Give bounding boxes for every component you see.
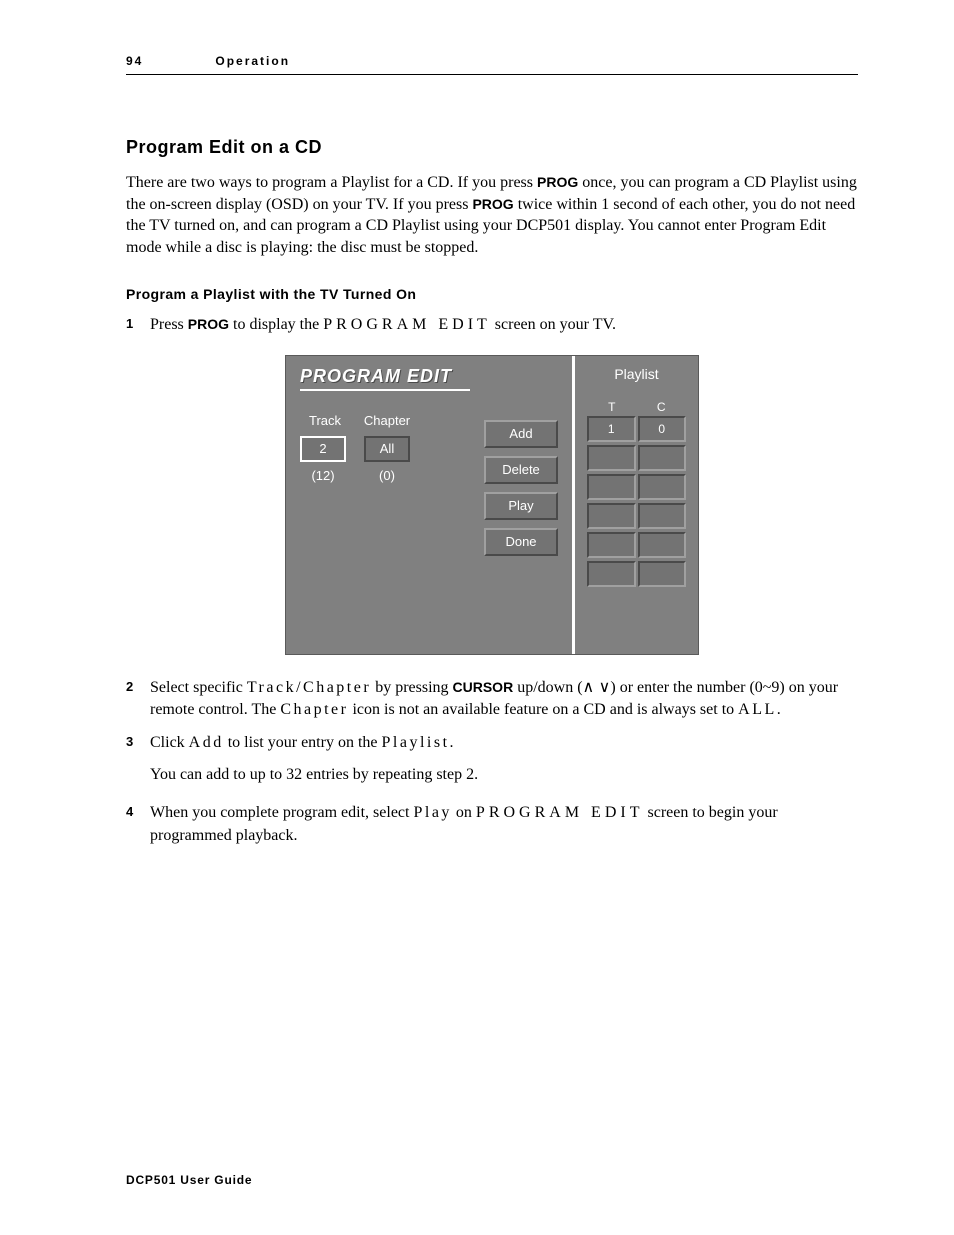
step-body: Press PROG to display the PROGRAM EDIT s… (150, 314, 858, 336)
step-4: 4 When you complete program edit, select… (126, 802, 858, 847)
track-value-field[interactable]: 2 (300, 436, 346, 462)
step-1: 1 Press PROG to display the PROGRAM EDIT… (126, 314, 858, 336)
playlist-cell-c: 0 (638, 416, 687, 442)
grid-header-t: T (587, 398, 637, 416)
chapter-term: Chapter (280, 701, 348, 718)
playlist-cell-t (587, 474, 636, 500)
manual-page: 94 Operation Program Edit on a CD There … (0, 0, 954, 1235)
playlist-row: 10 (587, 416, 686, 442)
playlist-grid-rows: 10 (587, 416, 686, 587)
osd-playlist-panel: Playlist T C 10 (572, 356, 698, 654)
osd-figure: PROGRAM EDIT Track Chapter 2 All (12) (0… (126, 355, 858, 655)
track-total: (12) (300, 468, 346, 483)
step1-pre: Press (150, 316, 188, 333)
add-button[interactable]: Add (484, 420, 558, 448)
chapter-label: Chapter (362, 413, 412, 428)
page-header: 94 Operation (126, 54, 858, 75)
prog-key-2: PROG (472, 196, 513, 212)
done-button[interactable]: Done (484, 528, 558, 556)
step4-pre: When you complete program edit, select (150, 804, 413, 821)
page-title: Program Edit on a CD (126, 137, 858, 158)
playlist-cell-c (638, 561, 687, 587)
play-label: Play (508, 498, 533, 513)
playlist-cell-c (638, 474, 687, 500)
step2-post: . (777, 701, 781, 718)
track-chapter-term: Track/Chapter (247, 679, 371, 696)
playlist-row (587, 503, 686, 529)
step-number: 2 (126, 677, 150, 722)
playlist-cell-t (587, 503, 636, 529)
delete-button[interactable]: Delete (484, 456, 558, 484)
footer: DCP501 User Guide (126, 1173, 252, 1187)
subheading: Program a Playlist with the TV Turned On (126, 286, 858, 302)
track-label: Track (300, 413, 350, 428)
playlist-cell-c (638, 532, 687, 558)
playlist-row (587, 532, 686, 558)
playlist-cell-c (638, 503, 687, 529)
playlist-row (587, 445, 686, 471)
chapter-value: All (380, 441, 394, 456)
osd-column-labels: Track Chapter (300, 413, 470, 428)
section-name: Operation (215, 54, 290, 68)
playlist-label: Playlist (587, 366, 686, 382)
play-button[interactable]: Play (484, 492, 558, 520)
playlist-cell-t (587, 445, 636, 471)
osd-left-panel: PROGRAM EDIT Track Chapter 2 All (12) (0… (286, 356, 572, 654)
playlist-row (587, 561, 686, 587)
playlist-grid-header: T C (587, 398, 686, 416)
track-value: 2 (319, 441, 326, 456)
playlist-cell-c (638, 445, 687, 471)
step2-mid2: up/down ( (513, 679, 582, 696)
chapter-total: (0) (364, 468, 410, 483)
step-number: 3 (126, 732, 150, 793)
done-label: Done (505, 534, 536, 549)
chapter-value-field[interactable]: All (364, 436, 410, 462)
step-number: 4 (126, 802, 150, 847)
playlist-cell-t (587, 532, 636, 558)
step2-mid4: icon is not an available feature on a CD… (348, 701, 738, 718)
prog-key-1: PROG (537, 174, 578, 190)
step-2: 2 Select specific Track/Chapter by press… (126, 677, 858, 722)
osd-fields-column: PROGRAM EDIT Track Chapter 2 All (12) (0… (300, 366, 470, 640)
page-number: 94 (126, 54, 143, 68)
cursor-key: CURSOR (453, 679, 514, 695)
prog-key-step1: PROG (188, 316, 229, 332)
playlist-row (587, 474, 686, 500)
grid-header-c: C (637, 398, 687, 416)
program-edit-term-2: PROGRAM EDIT (476, 804, 644, 821)
playlist-cell-t (587, 561, 636, 587)
osd-banner: PROGRAM EDIT (300, 366, 470, 391)
all-term: ALL (738, 701, 777, 718)
step-body: Select specific Track/Chapter by pressin… (150, 677, 858, 722)
step2-mid1: by pressing (371, 679, 452, 696)
delete-label: Delete (502, 462, 540, 477)
program-edit-term: PROGRAM EDIT (323, 316, 491, 333)
osd-action-column: Add Delete Play Done (484, 420, 558, 640)
arrow-icons: ∧ ∨ (583, 679, 611, 696)
step-number: 1 (126, 314, 150, 336)
step-body: Click Add to list your entry on the Play… (150, 732, 858, 793)
step3-extra: You can add to up to 32 entries by repea… (150, 764, 858, 786)
step2-pre: Select specific (150, 679, 247, 696)
step-body: When you complete program edit, select P… (150, 802, 858, 847)
osd-value-row: 2 All (300, 436, 470, 462)
osd-panel: PROGRAM EDIT Track Chapter 2 All (12) (0… (285, 355, 699, 655)
osd-totals-row: (12) (0) (300, 468, 470, 483)
step4-mid: on (452, 804, 476, 821)
step3-post: . (450, 734, 454, 751)
playlist-term: Playlist (382, 734, 450, 751)
step3-mid: to list your entry on the (224, 734, 382, 751)
intro-text-1: There are two ways to program a Playlist… (126, 174, 537, 191)
add-term: Add (189, 734, 224, 751)
playlist-cell-t: 1 (587, 416, 636, 442)
step1-post: screen on your TV. (491, 316, 616, 333)
step-3: 3 Click Add to list your entry on the Pl… (126, 732, 858, 793)
add-label: Add (509, 426, 532, 441)
step3-pre: Click (150, 734, 189, 751)
step1-mid: to display the (229, 316, 323, 333)
intro-paragraph: There are two ways to program a Playlist… (126, 172, 858, 258)
play-term: Play (413, 804, 451, 821)
